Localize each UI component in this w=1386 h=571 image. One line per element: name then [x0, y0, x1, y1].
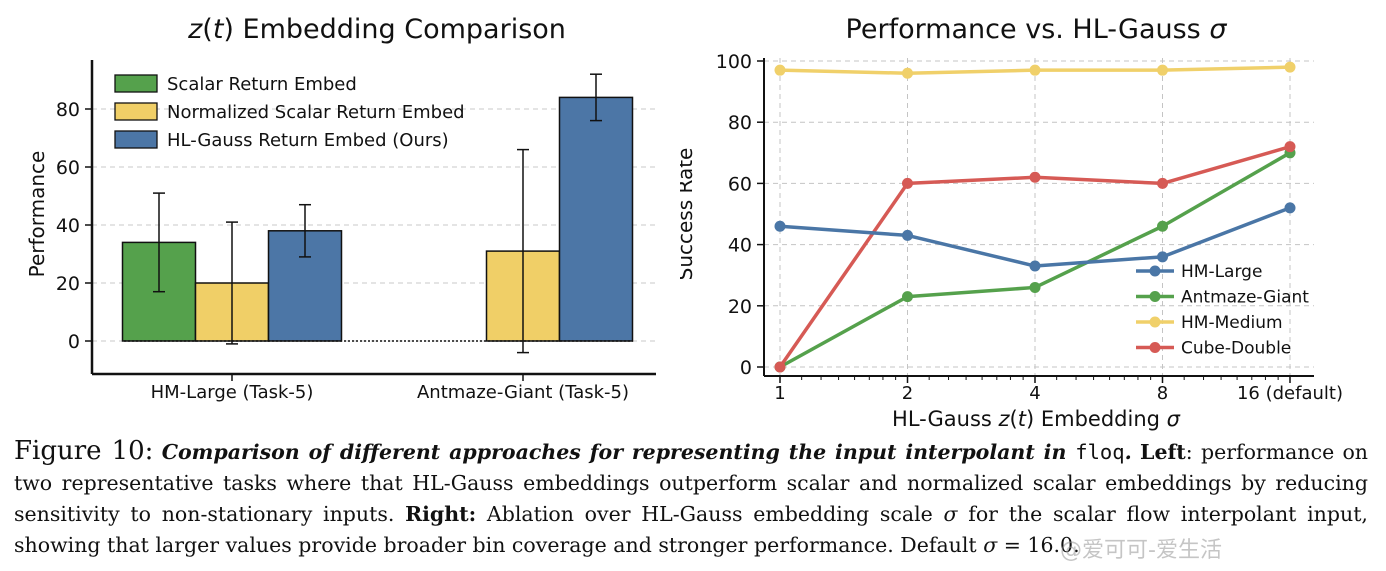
- right-data-point: [1029, 281, 1041, 293]
- right-legend: HM-Large Antmaze-Giant HM-Medium Cube-Doubl…: [1136, 262, 1309, 359]
- caption-sigma: σ: [943, 502, 958, 526]
- right-y-tick-label: 20: [728, 296, 752, 318]
- right-x-tick-label: 4: [1029, 383, 1040, 404]
- right-y-tick-label: 80: [728, 112, 752, 134]
- right-x-axis-label: HL-Gauss z(t) Embedding σ: [892, 407, 1181, 431]
- right-y-tick-label: 40: [728, 235, 752, 257]
- left-bar: [558, 96, 634, 342]
- left-bar-chart: z(t) Embedding Comparison 0 20 40 60 80 HM-La…: [25, 14, 656, 403]
- right-data-point: [1157, 251, 1168, 263]
- left-y-tick-label: 20: [56, 273, 80, 295]
- right-legend-marker: [1149, 316, 1161, 328]
- right-line-chart: Performance vs. HL-Gauss σ 0 20 40 60 80 100 1…: [680, 14, 1343, 431]
- right-x-tick-label: 2: [902, 383, 913, 404]
- left-axes: 0 20 40 60 80 HM-Large (Task-5) Antmaze-Giant …: [56, 60, 656, 403]
- left-x-tick-label: HM-Large (Task-5): [151, 382, 314, 403]
- right-data-point: [1029, 260, 1041, 272]
- right-data-point: [774, 361, 786, 373]
- left-x-tick-label: Antmaze-Giant (Task-5): [417, 382, 629, 403]
- right-data-point: [1157, 177, 1168, 189]
- left-legend-swatch: [114, 74, 158, 93]
- right-y-tick-label: 0: [740, 357, 752, 379]
- right-data-point: [902, 67, 913, 79]
- left-y-tick-label: 40: [56, 215, 80, 237]
- figure-caption: Figure 10: Comparison of different appro…: [14, 436, 1368, 561]
- right-data-point: [1284, 61, 1296, 73]
- caption-sigma-default: σ: [983, 533, 998, 557]
- right-data-point: [1029, 64, 1041, 76]
- left-legend-label: Normalized Scalar Return Embed: [167, 102, 465, 123]
- caption-right-label: Right:: [405, 502, 477, 526]
- left-chart-title: z(t) Embedding Comparison: [187, 14, 566, 45]
- left-legend-swatch: [114, 130, 158, 149]
- left-y-axis-label: Performance: [25, 151, 49, 278]
- left-bars-group: [121, 73, 634, 354]
- right-legend-label: Cube-Double: [1181, 339, 1291, 359]
- caption-right-text-2: for the scalar flow interpolant input, s…: [14, 502, 1368, 557]
- right-axes: 0 20 40 60 80 100 1 2 4 8 16 (default): [716, 51, 1343, 404]
- left-y-tick-label: 0: [68, 331, 80, 353]
- left-legend-label: HL-Gauss Return Embed (Ours): [167, 130, 449, 151]
- caption-right-text-1: Ablation over HL-Gauss embedding scale: [486, 502, 933, 526]
- right-chart-title: Performance vs. HL-Gauss σ: [846, 14, 1228, 45]
- right-data-point: [774, 64, 786, 76]
- figure-label: Figure 10:: [14, 436, 154, 466]
- right-data-point: [1284, 141, 1296, 153]
- watermark: @爱可可-爱生活: [1060, 538, 1222, 563]
- right-x-tick-label: 1: [774, 383, 785, 404]
- right-data-point: [1157, 64, 1168, 76]
- right-y-tick-label: 60: [728, 173, 752, 195]
- caption-title: Comparison of different approaches for r…: [161, 440, 1132, 464]
- caption-left-text: : performance on two representative task…: [14, 440, 1369, 526]
- left-y-tick-label: 80: [56, 99, 80, 121]
- right-legend-marker: [1149, 291, 1161, 302]
- right-data-point: [1029, 171, 1041, 183]
- right-data-point: [774, 220, 786, 232]
- right-legend-label: Antmaze-Giant: [1181, 288, 1309, 308]
- right-data-point: [902, 229, 913, 241]
- right-y-tick-label: 100: [716, 51, 752, 73]
- left-legend-swatch: [114, 102, 158, 121]
- right-legend-label: HM-Large: [1181, 262, 1262, 282]
- left-y-tick-label: 60: [56, 157, 80, 179]
- right-data-point: [1157, 220, 1168, 232]
- left-legend-label: Scalar Return Embed: [167, 74, 357, 95]
- right-legend-marker: [1149, 265, 1161, 277]
- right-x-tick-label: 8: [1157, 383, 1168, 404]
- right-legend-marker: [1149, 342, 1161, 353]
- right-x-tick-label: 16 (default): [1237, 383, 1343, 404]
- right-data-point: [902, 177, 913, 189]
- right-lines-group: [774, 61, 1296, 373]
- right-data-point: [1284, 202, 1296, 214]
- right-y-axis-label: Success Rate: [680, 148, 697, 281]
- caption-left-label: Left: [1140, 440, 1186, 464]
- left-legend: Scalar Return Embed Normalized Scalar Ret…: [114, 74, 465, 151]
- right-legend-label: HM-Medium: [1181, 313, 1283, 333]
- caption-default-value: = 16.0.: [1003, 533, 1080, 557]
- right-data-point: [902, 291, 913, 303]
